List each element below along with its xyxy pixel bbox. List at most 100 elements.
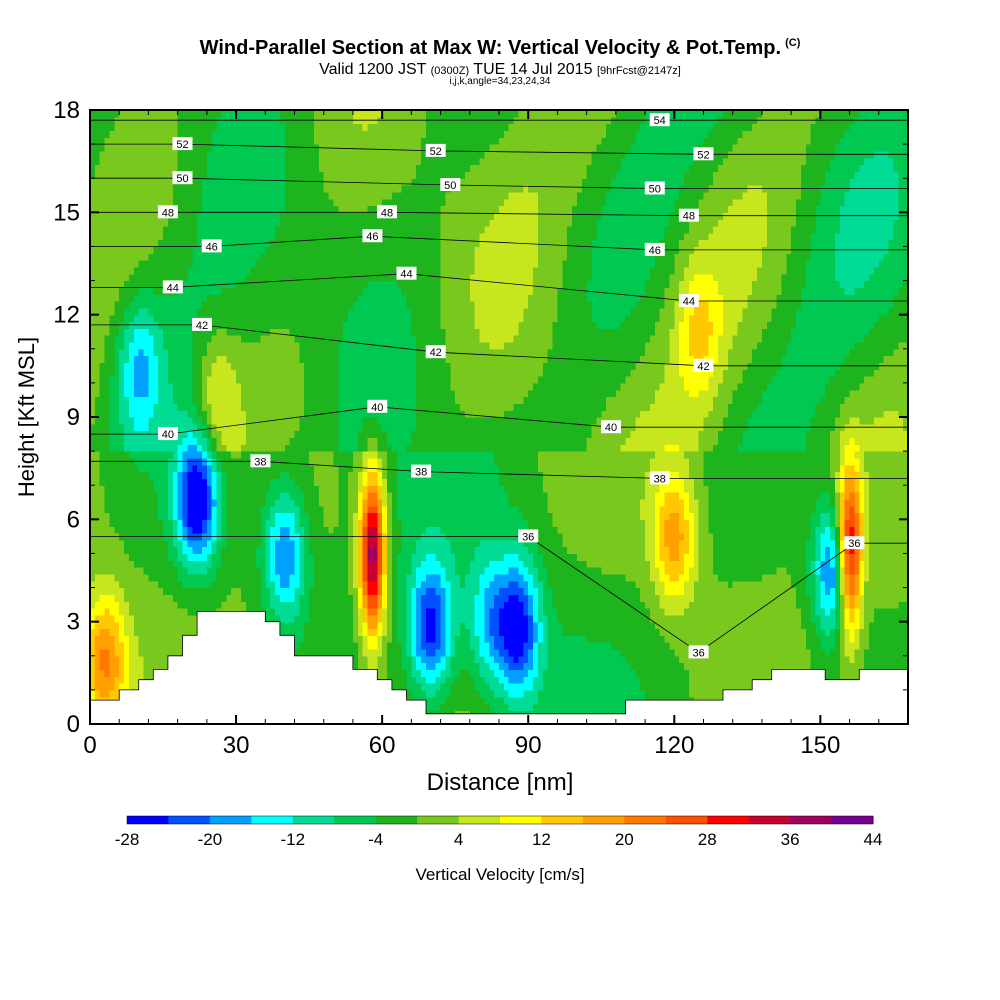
- velocity-cell: [265, 158, 270, 165]
- velocity-cell: [217, 437, 222, 444]
- velocity-cell: [338, 540, 343, 547]
- velocity-cell: [314, 349, 319, 356]
- velocity-cell: [260, 485, 265, 492]
- velocity-cell: [207, 540, 212, 547]
- velocity-cell: [105, 246, 110, 253]
- velocity-cell: [207, 267, 212, 274]
- velocity-cell: [183, 253, 188, 260]
- velocity-cell: [158, 478, 163, 485]
- velocity-cell: [251, 124, 256, 131]
- velocity-cell: [158, 642, 163, 649]
- velocity-cell: [309, 424, 314, 431]
- velocity-cell: [256, 390, 261, 397]
- velocity-cell: [105, 690, 110, 697]
- velocity-cell: [333, 376, 338, 383]
- velocity-cell: [343, 431, 348, 438]
- velocity-cell: [251, 403, 256, 410]
- velocity-cell: [153, 540, 158, 547]
- velocity-cell: [319, 403, 324, 410]
- velocity-cell: [295, 144, 300, 151]
- velocity-cell: [105, 683, 110, 690]
- velocity-cell: [270, 130, 275, 137]
- velocity-cell: [148, 553, 153, 560]
- velocity-cell: [178, 158, 183, 165]
- velocity-cell: [221, 437, 226, 444]
- velocity-cell: [246, 130, 251, 137]
- velocity-cell: [105, 137, 110, 144]
- velocity-cell: [105, 588, 110, 595]
- velocity-cell: [314, 506, 319, 513]
- velocity-cell: [192, 308, 197, 315]
- velocity-cell: [295, 622, 300, 629]
- velocity-cell: [236, 212, 241, 219]
- velocity-cell: [338, 601, 343, 608]
- velocity-cell: [105, 171, 110, 178]
- velocity-cell: [251, 137, 256, 144]
- velocity-cell: [329, 594, 334, 601]
- velocity-cell: [270, 144, 275, 151]
- velocity-cell: [178, 526, 183, 533]
- velocity-cell: [129, 206, 134, 213]
- velocity-cell: [144, 369, 149, 376]
- velocity-cell: [134, 437, 139, 444]
- velocity-cell: [314, 499, 319, 506]
- velocity-cell: [144, 594, 149, 601]
- velocity-cell: [333, 615, 338, 622]
- velocity-cell: [226, 137, 231, 144]
- velocity-cell: [100, 663, 105, 670]
- velocity-cell: [144, 547, 149, 554]
- velocity-cell: [285, 165, 290, 172]
- velocity-cell: [212, 281, 217, 288]
- velocity-cell: [246, 171, 251, 178]
- velocity-cell: [124, 553, 129, 560]
- velocity-cell: [187, 356, 192, 363]
- velocity-cell: [299, 171, 304, 178]
- velocity-cell: [168, 553, 173, 560]
- velocity-cell: [256, 581, 261, 588]
- velocity-cell: [231, 308, 236, 315]
- velocity-cell: [348, 581, 353, 588]
- velocity-cell: [105, 581, 110, 588]
- velocity-cell: [290, 397, 295, 404]
- velocity-cell: [153, 465, 158, 472]
- velocity-cell: [212, 151, 217, 158]
- velocity-cell: [348, 547, 353, 554]
- velocity-cell: [241, 485, 246, 492]
- velocity-cell: [129, 622, 134, 629]
- velocity-cell: [314, 642, 319, 649]
- velocity-cell: [343, 622, 348, 629]
- velocity-cell: [231, 410, 236, 417]
- velocity-cell: [178, 356, 183, 363]
- velocity-cell: [168, 383, 173, 390]
- velocity-cell: [212, 328, 217, 335]
- velocity-cell: [338, 424, 343, 431]
- velocity-cell: [134, 465, 139, 472]
- velocity-cell: [178, 519, 183, 526]
- velocity-cell: [343, 267, 348, 274]
- velocity-cell: [231, 158, 236, 165]
- velocity-cell: [285, 185, 290, 192]
- velocity-cell: [217, 260, 222, 267]
- velocity-cell: [163, 553, 168, 560]
- velocity-cell: [275, 540, 280, 547]
- velocity-cell: [144, 240, 149, 247]
- velocity-cell: [114, 171, 119, 178]
- velocity-cell: [109, 417, 114, 424]
- velocity-cell: [109, 683, 114, 690]
- velocity-cell: [231, 417, 236, 424]
- velocity-cell: [256, 315, 261, 322]
- velocity-cell: [285, 465, 290, 472]
- velocity-cell: [343, 281, 348, 288]
- velocity-cell: [114, 478, 119, 485]
- velocity-cell: [309, 513, 314, 520]
- velocity-cell: [100, 137, 105, 144]
- velocity-cell: [231, 260, 236, 267]
- velocity-cell: [221, 260, 226, 267]
- velocity-cell: [241, 403, 246, 410]
- velocity-cell: [304, 342, 309, 349]
- velocity-cell: [158, 649, 163, 656]
- velocity-cell: [173, 594, 178, 601]
- velocity-cell: [236, 472, 241, 479]
- velocity-cell: [187, 362, 192, 369]
- velocity-cell: [183, 226, 188, 233]
